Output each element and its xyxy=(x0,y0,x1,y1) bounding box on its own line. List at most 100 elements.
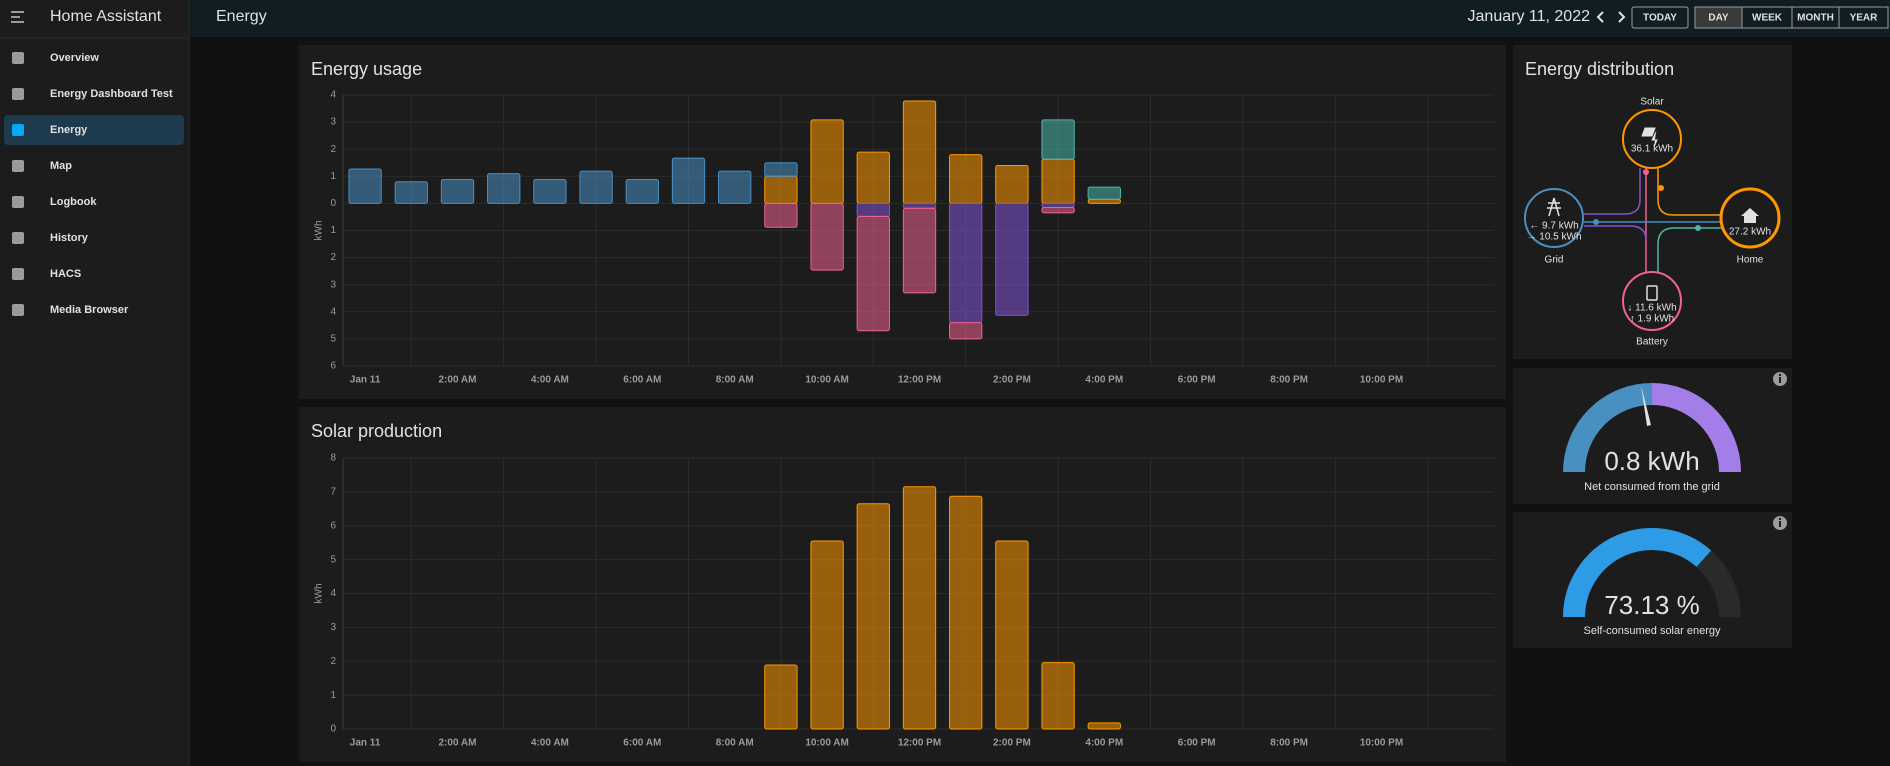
bar xyxy=(810,540,844,730)
bar xyxy=(764,202,798,228)
y-tick-label: 1 xyxy=(330,225,336,236)
solar-icon xyxy=(1641,127,1658,148)
battery-icon xyxy=(1646,285,1658,301)
home-label: Home xyxy=(1737,255,1764,266)
grid-returned: ← 9.7 kWh xyxy=(1529,221,1578,232)
x-tick-label: 2:00 AM xyxy=(439,375,477,386)
grid-icon xyxy=(1547,197,1561,217)
solar-card xyxy=(299,407,1506,762)
y-tick-label: 1 xyxy=(330,690,336,701)
info-icon[interactable] xyxy=(1773,372,1787,386)
menu-item[interactable]: History xyxy=(50,232,89,244)
y-tick-label: 6 xyxy=(330,361,336,372)
bar xyxy=(487,173,521,204)
x-tick-label: 6:00 PM xyxy=(1178,375,1216,386)
x-tick-label: 10:00 PM xyxy=(1360,375,1403,386)
x-tick-label: 6:00 PM xyxy=(1178,738,1216,749)
x-tick-label: 10:00 PM xyxy=(1360,738,1403,749)
grid-consumed: → 10.5 kWh xyxy=(1526,232,1581,243)
menu-item[interactable]: Energy Dashboard Test xyxy=(50,88,173,100)
distribution-title: Energy distribution xyxy=(1525,59,1674,79)
y-tick-label: 2 xyxy=(330,656,336,667)
x-tick-label: 4:00 PM xyxy=(1085,375,1123,386)
bar xyxy=(671,157,706,204)
menu-icon[interactable] xyxy=(11,11,24,23)
period-label: DAY xyxy=(1708,13,1729,24)
menu-item-icon xyxy=(12,304,24,316)
next-button[interactable] xyxy=(1618,11,1626,23)
y-tick-label: 2 xyxy=(330,252,336,263)
gauge-name: Net consumed from the grid xyxy=(1584,481,1720,493)
menu-item[interactable]: Media Browser xyxy=(50,304,129,316)
solar-title: Solar production xyxy=(311,421,442,441)
menu-item[interactable]: HACS xyxy=(50,268,81,280)
prev-button[interactable] xyxy=(1596,11,1604,23)
page-title: Energy xyxy=(216,8,267,25)
bar xyxy=(718,170,752,204)
x-tick-label: 8:00 PM xyxy=(1270,738,1308,749)
y-tick-label: 4 xyxy=(330,90,336,101)
bar xyxy=(949,322,983,340)
bar xyxy=(1087,198,1121,204)
grid-label: Grid xyxy=(1545,255,1564,266)
bar xyxy=(902,202,937,209)
bar xyxy=(949,495,983,730)
menu-item[interactable]: Map xyxy=(50,160,72,172)
y-tick-label: 3 xyxy=(330,622,336,633)
today-button[interactable] xyxy=(1631,6,1689,29)
y-tick-label: 3 xyxy=(330,117,336,128)
x-tick-label: 4:00 PM xyxy=(1085,738,1123,749)
bar xyxy=(902,207,937,294)
bar xyxy=(625,179,659,204)
bar xyxy=(856,215,890,332)
bar xyxy=(440,179,475,204)
period-label: MONTH xyxy=(1797,13,1834,24)
home-icon xyxy=(1741,208,1759,223)
header xyxy=(190,0,1890,37)
gauge-arc xyxy=(1563,528,1712,618)
usage-title: Energy usage xyxy=(311,59,422,79)
y-tick-label: 5 xyxy=(330,334,336,345)
y-tick-label: 3 xyxy=(330,279,336,290)
bar xyxy=(579,170,613,204)
y-tick-label: 6 xyxy=(330,520,336,531)
menu-item-icon xyxy=(12,196,24,208)
y-tick-label: 2 xyxy=(330,144,336,155)
menu-item-icon xyxy=(12,124,24,136)
battery-label: Battery xyxy=(1636,337,1668,348)
solar-value: 36.1 kWh xyxy=(1631,144,1673,155)
menu-item[interactable]: Overview xyxy=(50,52,99,64)
y-tick-label: 0 xyxy=(330,724,336,735)
battery-charged: ↓ 11.6 kWh xyxy=(1627,303,1676,314)
x-tick-label: 2:00 AM xyxy=(439,738,477,749)
x-tick-label: Jan 11 xyxy=(350,375,381,386)
bar xyxy=(1041,202,1075,208)
y-tick-label: 1 xyxy=(330,171,336,182)
usage-card xyxy=(299,45,1506,399)
x-tick-label: 2:00 PM xyxy=(993,738,1031,749)
date: January 11, 2022 xyxy=(1468,8,1591,25)
x-tick-label: 6:00 AM xyxy=(623,375,661,386)
x-tick-label: 12:00 PM xyxy=(898,738,941,749)
x-tick-label: 8:00 AM xyxy=(716,738,754,749)
menu-item-icon xyxy=(12,268,24,280)
period-button[interactable] xyxy=(1838,6,1889,29)
menu-item[interactable]: Energy xyxy=(50,124,88,136)
bar xyxy=(1041,662,1075,730)
x-tick-label: 10:00 AM xyxy=(805,738,849,749)
x-tick-label: 4:00 AM xyxy=(531,738,569,749)
bar xyxy=(995,164,1029,204)
x-tick-label: 6:00 AM xyxy=(623,738,661,749)
x-tick-label: 12:00 PM xyxy=(898,375,941,386)
bar xyxy=(856,151,890,204)
bar xyxy=(764,162,798,177)
info-icon[interactable] xyxy=(1773,516,1787,530)
y-axis-label: kWh xyxy=(314,221,325,241)
gauge-value: 0.8 kWh xyxy=(1604,446,1699,476)
gauge-consumed-arc xyxy=(1563,383,1653,473)
x-tick-label: Jan 11 xyxy=(350,738,381,749)
bar xyxy=(856,202,890,217)
menu-item-icon xyxy=(12,232,24,244)
menu-item[interactable]: Logbook xyxy=(50,196,97,208)
